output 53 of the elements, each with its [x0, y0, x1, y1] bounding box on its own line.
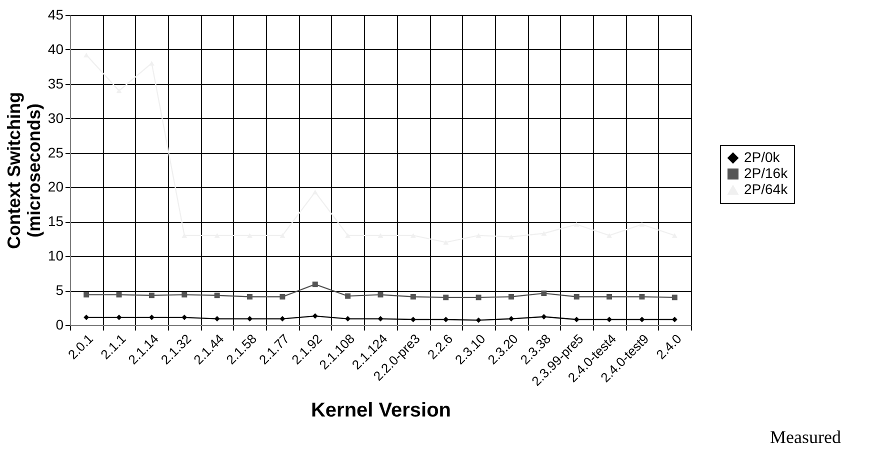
point: [541, 314, 547, 320]
point: [312, 313, 318, 319]
y-axis-title: Context Switching (microseconds): [4, 92, 44, 249]
point: [345, 316, 351, 322]
y-tick-label: 45: [48, 6, 64, 22]
text: Measured: [770, 427, 841, 447]
x-axis-title: Kernel Version: [310, 400, 452, 422]
point: [606, 294, 612, 300]
y-tick-label: 25: [48, 144, 64, 160]
point: [247, 316, 252, 322]
y-tick-label: 10: [48, 248, 64, 264]
point: [574, 294, 580, 300]
point: [148, 292, 154, 298]
point: [476, 294, 482, 300]
point: [508, 316, 514, 322]
legend-label: 2P/64k: [744, 181, 789, 197]
point: [148, 314, 154, 320]
point: [84, 292, 90, 298]
y-tick-label: 35: [48, 75, 64, 92]
point: [508, 294, 514, 300]
point: [84, 314, 90, 320]
point: [247, 294, 252, 300]
y-tick-label: 30: [48, 110, 64, 126]
point: [280, 294, 286, 300]
y-tick-label: 5: [56, 282, 64, 298]
point: [639, 294, 645, 300]
point: [312, 190, 318, 194]
point: [182, 314, 188, 320]
legend-label: 2P/16k: [744, 165, 789, 181]
point: [182, 292, 188, 298]
y-tick-label: 20: [48, 178, 64, 195]
point: [116, 292, 122, 298]
point: [639, 222, 645, 227]
point: [312, 282, 318, 288]
point: [443, 294, 449, 300]
y-tick-label: 15: [48, 213, 64, 230]
point: [378, 292, 384, 298]
point: [280, 316, 286, 322]
point: [116, 314, 122, 320]
point: [476, 317, 482, 323]
point: [672, 294, 678, 300]
point: [541, 290, 547, 296]
point: [410, 294, 416, 300]
point: [574, 222, 580, 227]
point: [345, 293, 351, 299]
y-tick-label: 40: [48, 40, 64, 57]
point: [639, 316, 645, 322]
point: [214, 292, 220, 298]
point: [574, 316, 580, 322]
point: [214, 316, 220, 322]
point: [378, 316, 384, 322]
y-tick-label: 0: [56, 316, 64, 332]
legend-label: 2P/0k: [744, 149, 781, 165]
